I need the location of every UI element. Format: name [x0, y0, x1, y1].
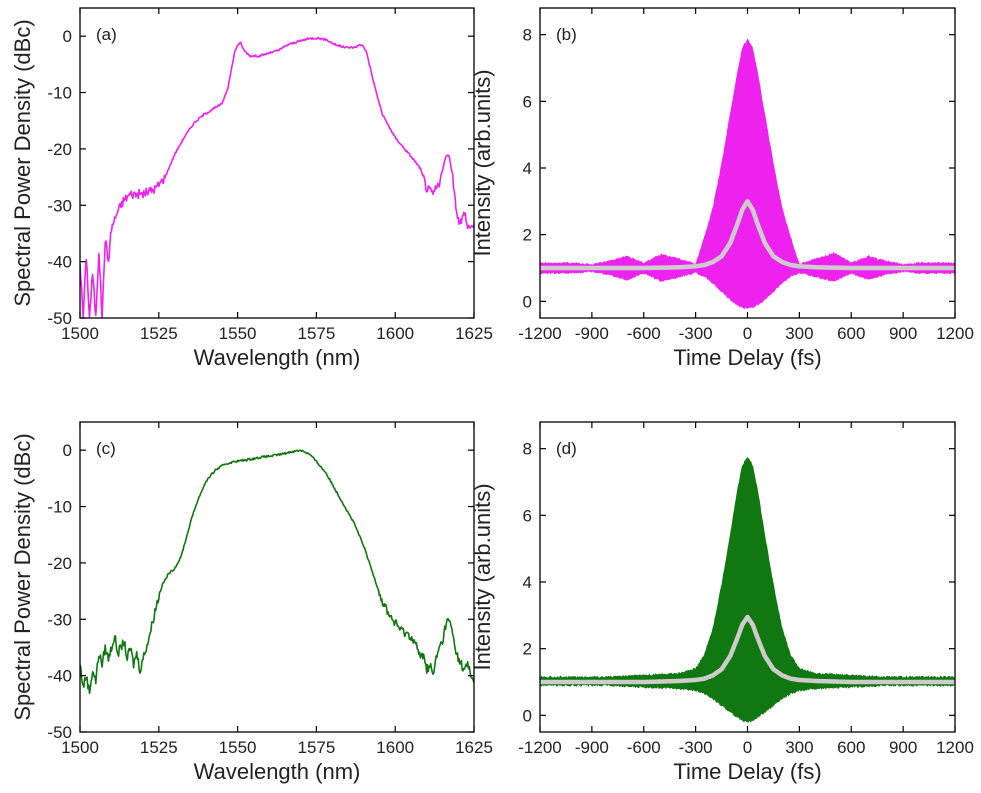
- y-axis-title-a: Spectral Power Density (dBc): [10, 19, 35, 306]
- x-tick-label-b: 600: [837, 324, 865, 343]
- x-tick-label-d: -600: [627, 738, 661, 757]
- y-tick-label-d: 0: [523, 706, 532, 725]
- x-tick-label-d: -300: [679, 738, 713, 757]
- y-tick-label-b: 6: [523, 92, 532, 111]
- y-axis-title-c: Spectral Power Density (dBc): [10, 433, 35, 720]
- y-tick-label-c: -20: [47, 554, 72, 573]
- x-tick-label-d: 900: [889, 738, 917, 757]
- x-tick-label-b: 1200: [936, 324, 974, 343]
- y-tick-label-d: 8: [523, 440, 532, 459]
- y-tick-label-a: -30: [47, 196, 72, 215]
- y-tick-label-a: -50: [47, 309, 72, 328]
- x-axis-title-b: Time Delay (fs): [673, 345, 821, 370]
- y-tick-label-d: 2: [523, 640, 532, 659]
- x-tick-label-d: 0: [743, 738, 752, 757]
- x-tick-label-b: -300: [679, 324, 713, 343]
- panel-label-b: (b): [556, 25, 577, 44]
- plot-frame-a: [80, 8, 474, 318]
- y-tick-label-b: 2: [523, 226, 532, 245]
- x-tick-label-c: 1575: [297, 738, 335, 757]
- plot-area-a: [80, 38, 474, 320]
- x-tick-label-b: 300: [785, 324, 813, 343]
- x-tick-label-d: -900: [575, 738, 609, 757]
- y-tick-label-c: 0: [63, 441, 72, 460]
- plot-area-c: [80, 450, 474, 693]
- plot-area-b: [540, 39, 955, 309]
- panel-label-c: (c): [96, 439, 116, 458]
- y-tick-label-a: -20: [47, 140, 72, 159]
- y-tick-label-a: -10: [47, 84, 72, 103]
- x-tick-label-b: 0: [743, 324, 752, 343]
- x-tick-label-d: 1200: [936, 738, 974, 757]
- y-tick-label-c: -30: [47, 610, 72, 629]
- plot-area-d: [540, 457, 955, 722]
- y-tick-label-a: 0: [63, 27, 72, 46]
- x-tick-label-c: 1625: [455, 738, 493, 757]
- spectrum-line-a: [80, 38, 474, 320]
- y-tick-label-a: -40: [47, 253, 72, 272]
- x-tick-label-d: 600: [837, 738, 865, 757]
- panel-b: -1200 -900 -600 -300 0 300 600 900 1200 0 2 4 6 8 Time…: [470, 8, 974, 370]
- x-tick-label-b: -600: [627, 324, 661, 343]
- x-tick-label-b: -1200: [518, 324, 561, 343]
- x-tick-label-c: 1600: [376, 738, 414, 757]
- y-tick-label-c: -50: [47, 723, 72, 742]
- panel-a: 1500 1525 1550 1575 1600 1625-50-40-30-20-100…: [10, 8, 493, 370]
- y-tick-label-c: -40: [47, 667, 72, 686]
- y-tick-label-b: 0: [523, 292, 532, 311]
- spectrum-line-c: [80, 450, 474, 693]
- x-tick-label-a: 1625: [455, 324, 493, 343]
- x-tick-label-c: 1525: [140, 738, 178, 757]
- x-tick-label-a: 1550: [219, 324, 257, 343]
- y-tick-label-b: 8: [523, 26, 532, 45]
- y-tick-label-b: 4: [523, 159, 532, 178]
- panel-c: 1500 1525 1550 1575 1600 1625-50-40-30-20-100…: [10, 422, 493, 784]
- x-tick-label-c: 1550: [219, 738, 257, 757]
- panel-label-a: (a): [96, 25, 117, 44]
- x-axis-title-a: Wavelength (nm): [194, 345, 361, 370]
- y-tick-label-d: 6: [523, 506, 532, 525]
- y-tick-label-d: 4: [523, 573, 532, 592]
- plot-frame-c: [80, 422, 474, 732]
- panel-label-d: (d): [556, 439, 577, 458]
- x-tick-label-b: 900: [889, 324, 917, 343]
- x-tick-label-a: 1600: [376, 324, 414, 343]
- x-tick-label-d: -1200: [518, 738, 561, 757]
- x-axis-title-d: Time Delay (fs): [673, 759, 821, 784]
- y-tick-label-c: -10: [47, 498, 72, 517]
- x-tick-label-a: 1575: [297, 324, 335, 343]
- panel-d: -1200 -900 -600 -300 0 300 600 900 1200 0 2 4 6 8 Time…: [470, 422, 974, 784]
- x-tick-label-d: 300: [785, 738, 813, 757]
- x-tick-label-a: 1525: [140, 324, 178, 343]
- y-axis-title-b: Intensity (arb.units): [470, 69, 495, 256]
- y-axis-title-d: Intensity (arb.units): [470, 483, 495, 670]
- x-tick-label-b: -900: [575, 324, 609, 343]
- x-axis-title-c: Wavelength (nm): [194, 759, 361, 784]
